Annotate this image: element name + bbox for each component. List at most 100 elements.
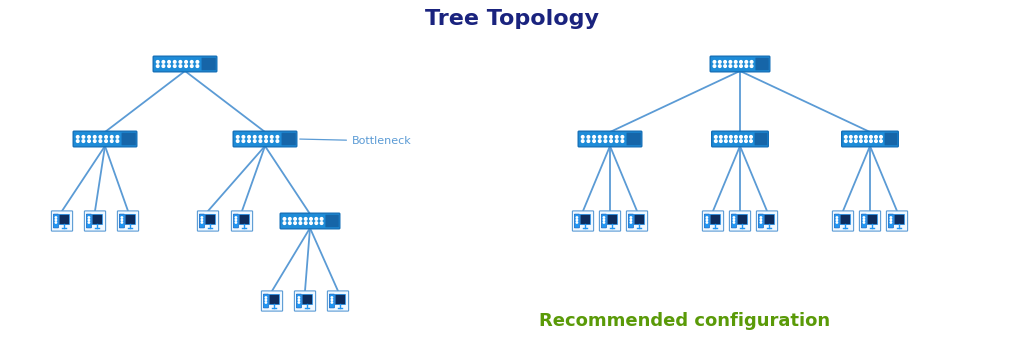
Circle shape	[707, 217, 708, 218]
Circle shape	[162, 65, 165, 67]
FancyBboxPatch shape	[755, 133, 767, 145]
Circle shape	[315, 217, 317, 220]
Circle shape	[760, 222, 762, 223]
Circle shape	[93, 136, 96, 138]
Circle shape	[760, 219, 762, 221]
FancyBboxPatch shape	[729, 211, 751, 231]
Circle shape	[582, 136, 584, 138]
FancyBboxPatch shape	[335, 294, 345, 305]
Circle shape	[734, 140, 737, 142]
FancyBboxPatch shape	[239, 214, 250, 225]
Circle shape	[744, 136, 748, 138]
Circle shape	[739, 61, 742, 63]
Circle shape	[719, 65, 721, 67]
Circle shape	[630, 222, 632, 223]
Circle shape	[82, 136, 85, 138]
FancyBboxPatch shape	[92, 214, 102, 225]
Circle shape	[855, 140, 857, 142]
Circle shape	[294, 217, 296, 220]
Circle shape	[190, 65, 194, 67]
Circle shape	[577, 222, 578, 223]
FancyBboxPatch shape	[627, 133, 641, 145]
Text: Tree Topology: Tree Topology	[425, 9, 599, 29]
FancyBboxPatch shape	[202, 58, 216, 70]
Circle shape	[751, 65, 753, 67]
Circle shape	[855, 136, 857, 138]
Circle shape	[593, 136, 595, 138]
FancyBboxPatch shape	[120, 214, 124, 228]
FancyBboxPatch shape	[627, 211, 647, 231]
Circle shape	[713, 65, 716, 67]
Circle shape	[237, 136, 239, 138]
FancyBboxPatch shape	[122, 133, 136, 145]
Circle shape	[744, 140, 748, 142]
Circle shape	[259, 140, 262, 142]
FancyBboxPatch shape	[894, 214, 904, 225]
Circle shape	[299, 222, 302, 224]
Circle shape	[184, 65, 187, 67]
Circle shape	[253, 136, 256, 138]
Circle shape	[168, 61, 170, 63]
FancyBboxPatch shape	[198, 211, 218, 231]
Circle shape	[289, 217, 291, 220]
Circle shape	[77, 140, 79, 142]
Circle shape	[331, 297, 333, 298]
Circle shape	[197, 61, 199, 63]
FancyBboxPatch shape	[326, 215, 339, 227]
FancyBboxPatch shape	[125, 214, 135, 225]
FancyBboxPatch shape	[607, 214, 617, 225]
Circle shape	[603, 219, 604, 221]
Circle shape	[99, 140, 101, 142]
FancyBboxPatch shape	[756, 58, 769, 70]
Circle shape	[715, 136, 717, 138]
Circle shape	[729, 61, 732, 63]
Circle shape	[630, 219, 632, 221]
FancyBboxPatch shape	[840, 214, 850, 225]
Circle shape	[720, 140, 722, 142]
Circle shape	[93, 140, 96, 142]
Text: Recommended configuration: Recommended configuration	[540, 312, 830, 330]
Circle shape	[630, 217, 632, 218]
FancyBboxPatch shape	[295, 291, 315, 311]
FancyBboxPatch shape	[702, 211, 724, 231]
FancyBboxPatch shape	[629, 214, 634, 228]
Circle shape	[265, 302, 266, 303]
Circle shape	[331, 299, 333, 301]
FancyBboxPatch shape	[205, 214, 215, 225]
Circle shape	[622, 136, 624, 138]
Circle shape	[874, 136, 878, 138]
Circle shape	[598, 140, 601, 142]
Circle shape	[890, 219, 892, 221]
Circle shape	[751, 61, 753, 63]
Circle shape	[190, 61, 194, 63]
Circle shape	[88, 136, 90, 138]
Circle shape	[863, 219, 864, 221]
Circle shape	[604, 140, 606, 142]
FancyBboxPatch shape	[737, 214, 748, 225]
FancyBboxPatch shape	[889, 214, 893, 228]
Circle shape	[265, 299, 266, 301]
Circle shape	[259, 136, 262, 138]
Circle shape	[750, 136, 753, 138]
Circle shape	[55, 217, 56, 218]
Circle shape	[874, 140, 878, 142]
Circle shape	[157, 65, 159, 67]
FancyBboxPatch shape	[263, 294, 268, 308]
FancyBboxPatch shape	[764, 214, 774, 225]
FancyBboxPatch shape	[885, 133, 897, 145]
Circle shape	[859, 140, 862, 142]
Circle shape	[179, 65, 181, 67]
FancyBboxPatch shape	[601, 214, 606, 228]
Circle shape	[237, 140, 239, 142]
Circle shape	[248, 140, 250, 142]
Circle shape	[859, 136, 862, 138]
FancyBboxPatch shape	[233, 131, 297, 147]
Circle shape	[321, 217, 323, 220]
Circle shape	[587, 136, 590, 138]
FancyBboxPatch shape	[634, 214, 644, 225]
Circle shape	[265, 140, 267, 142]
Circle shape	[707, 219, 708, 221]
Circle shape	[236, 219, 237, 221]
FancyBboxPatch shape	[302, 294, 312, 305]
Circle shape	[55, 222, 56, 223]
